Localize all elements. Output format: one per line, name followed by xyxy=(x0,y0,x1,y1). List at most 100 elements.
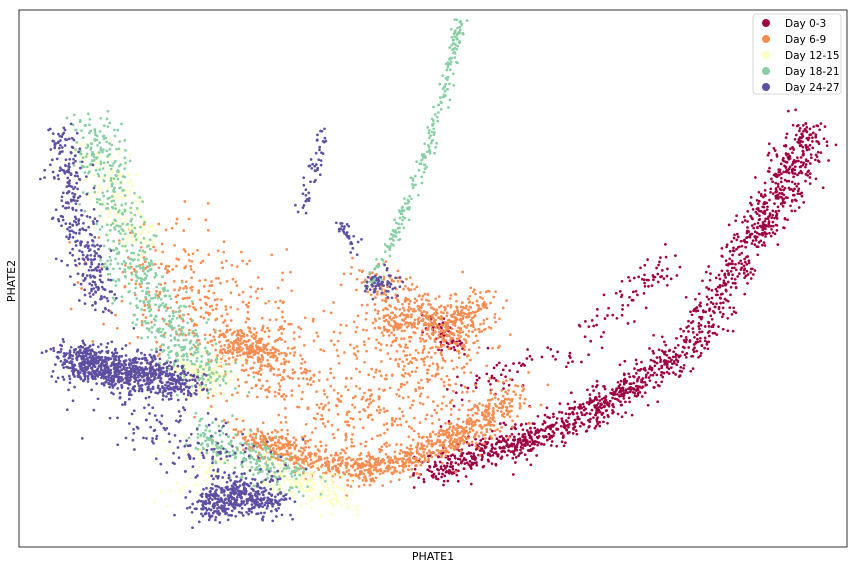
data-point xyxy=(459,305,463,309)
data-point xyxy=(314,426,317,430)
data-point xyxy=(449,293,453,297)
data-point xyxy=(648,365,652,368)
data-point xyxy=(439,310,443,314)
data-point xyxy=(260,287,264,291)
data-point xyxy=(315,403,319,407)
data-point xyxy=(710,317,714,321)
data-point xyxy=(367,337,371,340)
data-point xyxy=(643,284,647,288)
data-point xyxy=(306,382,310,386)
data-point xyxy=(624,411,627,414)
data-point xyxy=(371,271,374,275)
data-point xyxy=(441,472,444,476)
data-point xyxy=(474,386,478,389)
data-point xyxy=(198,348,202,352)
data-point xyxy=(460,345,463,348)
data-point xyxy=(173,244,176,247)
data-point xyxy=(418,394,422,398)
data-point xyxy=(775,155,779,158)
data-point xyxy=(119,171,122,175)
data-point xyxy=(801,134,804,138)
data-point xyxy=(386,456,390,459)
data-point xyxy=(342,272,346,276)
data-point xyxy=(374,457,378,461)
data-point xyxy=(391,325,395,329)
data-point xyxy=(308,484,311,488)
data-point xyxy=(382,316,386,320)
data-point xyxy=(766,205,769,209)
data-point xyxy=(476,309,480,313)
data-point xyxy=(402,287,405,291)
data-point xyxy=(277,392,281,396)
data-point xyxy=(349,474,353,478)
data-point xyxy=(721,327,725,331)
data-point xyxy=(358,453,361,457)
data-point xyxy=(238,345,242,349)
data-point xyxy=(752,226,756,230)
data-point xyxy=(734,219,738,223)
data-point xyxy=(454,292,458,296)
data-point xyxy=(822,137,826,141)
data-point xyxy=(205,303,208,307)
data-point xyxy=(345,376,348,380)
data-point xyxy=(288,458,291,461)
data-point xyxy=(665,370,669,374)
data-point xyxy=(345,447,349,450)
data-point xyxy=(407,435,411,439)
data-point xyxy=(272,458,275,461)
data-point xyxy=(293,346,296,349)
data-point xyxy=(545,438,549,442)
data-point xyxy=(317,468,321,472)
data-point xyxy=(193,369,197,373)
data-point xyxy=(309,474,313,478)
data-point xyxy=(467,348,471,352)
data-point xyxy=(719,301,722,305)
data-point xyxy=(211,367,214,370)
data-point xyxy=(259,434,262,438)
data-point xyxy=(97,162,101,166)
data-point xyxy=(368,455,372,459)
data-point xyxy=(442,380,446,384)
data-point xyxy=(392,316,396,320)
data-point xyxy=(682,363,686,367)
data-point xyxy=(317,459,320,462)
data-point xyxy=(763,202,767,206)
data-point xyxy=(528,436,532,440)
data-point xyxy=(448,297,452,300)
data-point xyxy=(791,146,794,149)
data-point xyxy=(566,424,569,427)
data-point xyxy=(580,421,583,425)
data-point xyxy=(197,291,201,295)
data-point xyxy=(411,456,415,460)
data-point xyxy=(566,361,570,365)
data-point xyxy=(561,435,565,439)
data-point xyxy=(724,288,728,292)
data-point xyxy=(347,469,351,472)
data-point xyxy=(212,335,216,339)
data-point xyxy=(276,447,280,450)
data-point xyxy=(479,439,483,442)
data-point xyxy=(554,358,557,361)
data-point xyxy=(470,443,474,447)
data-point xyxy=(123,284,127,288)
data-point xyxy=(239,337,243,340)
data-point xyxy=(282,480,286,483)
data-point xyxy=(165,271,169,274)
data-point xyxy=(790,188,793,191)
data-point xyxy=(292,331,296,334)
data-point xyxy=(468,312,471,316)
data-point xyxy=(404,451,407,455)
data-point xyxy=(581,402,585,406)
data-point xyxy=(477,307,480,310)
data-point xyxy=(399,382,403,386)
data-point xyxy=(358,387,362,390)
data-point xyxy=(430,439,434,443)
data-point xyxy=(445,428,449,432)
data-point xyxy=(519,393,522,397)
data-point xyxy=(774,188,778,192)
data-point xyxy=(398,357,402,361)
data-point xyxy=(317,406,321,410)
data-point xyxy=(610,392,613,395)
data-point xyxy=(181,433,185,437)
data-point xyxy=(736,235,740,239)
